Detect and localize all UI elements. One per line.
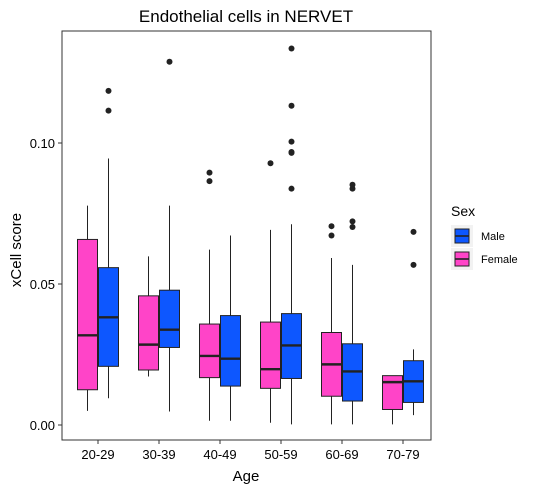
outlier-point — [288, 102, 295, 109]
outlier-point — [349, 181, 356, 188]
box-male-40-49 — [220, 235, 241, 421]
legend-label-female: Female — [481, 254, 518, 266]
box-body — [77, 238, 98, 391]
outlier-point — [105, 87, 112, 94]
legend-title: Sex — [451, 203, 475, 219]
outlier-point — [349, 218, 356, 225]
box-female-40-49 — [199, 169, 220, 421]
box-male-50-59 — [281, 45, 302, 425]
outlier-point — [288, 149, 295, 156]
legend-label-male: Male — [481, 231, 505, 243]
box-female-60-69 — [321, 223, 342, 425]
box-male-60-69 — [342, 181, 363, 425]
legend: Sex Male Female — [451, 203, 518, 270]
x-tick-label: 20-29 — [81, 447, 114, 462]
box-female-30-39 — [138, 256, 159, 377]
box-body — [382, 375, 403, 410]
outlier-point — [288, 45, 295, 52]
y-tick-label: 0.05 — [30, 277, 55, 292]
outlier-point — [410, 228, 417, 235]
x-axis-title: Age — [233, 468, 260, 485]
box-body — [220, 315, 241, 387]
outlier-point — [328, 223, 335, 230]
axis-layer: 0.00 0.05 0.10 20-29 30-39 40-49 50-59 60-69 70-… — [30, 136, 420, 462]
outlier-point — [206, 169, 213, 176]
outlier-point — [410, 261, 417, 268]
outlier-point — [288, 185, 295, 192]
outlier-point — [105, 107, 112, 114]
box-male-70-79 — [403, 228, 424, 416]
y-tick-label: 0.10 — [30, 136, 55, 151]
box-male-30-39 — [159, 58, 180, 412]
outlier-point — [206, 178, 213, 185]
box-female-50-59 — [260, 160, 281, 423]
box-female-70-79 — [382, 375, 403, 425]
x-tick-label: 30-39 — [142, 447, 175, 462]
box-male-20-29 — [98, 87, 119, 399]
box-body — [199, 323, 220, 379]
outlier-point — [267, 160, 274, 167]
x-tick-label: 50-59 — [264, 447, 297, 462]
box-body — [138, 295, 159, 371]
outlier-point — [166, 58, 173, 65]
plot-panel — [61, 30, 432, 441]
box-body — [260, 321, 281, 389]
chart-title: Endothelial cells in NERVET — [139, 7, 353, 26]
x-tick-label: 70-79 — [386, 447, 419, 462]
x-tick-label: 40-49 — [203, 447, 236, 462]
box-body — [159, 289, 180, 348]
outlier-point — [288, 138, 295, 145]
y-axis-title: xCell score — [8, 213, 25, 287]
x-tick-label: 60-69 — [325, 447, 358, 462]
y-tick-label: 0.00 — [30, 418, 55, 433]
box-female-20-29 — [77, 205, 98, 411]
outlier-point — [328, 232, 335, 239]
plot-layer — [77, 45, 424, 425]
outlier-point — [349, 224, 356, 231]
legend-items: Male Female — [451, 225, 518, 270]
